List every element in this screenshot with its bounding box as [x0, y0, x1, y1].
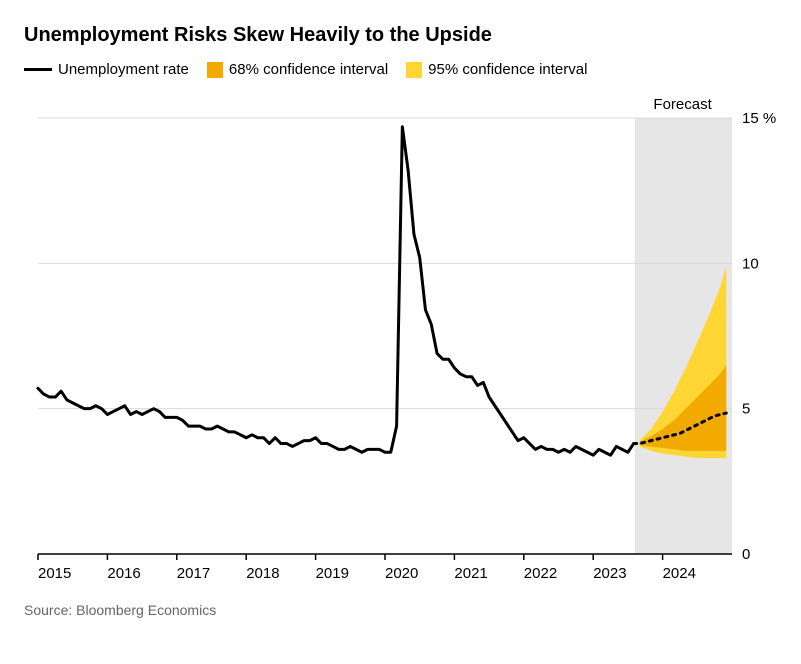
svg-text:2023: 2023	[593, 565, 626, 582]
chart-area: Forecast 0 5 10 15 % 2015 2016 2017 2018 2019 202…	[24, 88, 777, 588]
forecast-label: Forecast	[653, 96, 711, 113]
legend-ci68-label: 68% confidence interval	[229, 61, 388, 78]
svg-text:2017: 2017	[177, 565, 210, 582]
svg-text:2015: 2015	[38, 565, 71, 582]
svg-text:2018: 2018	[246, 565, 279, 582]
svg-text:2024: 2024	[663, 565, 696, 582]
svg-text:2021: 2021	[454, 565, 487, 582]
legend-ci95-label: 95% confidence interval	[428, 61, 587, 78]
legend-item-ci95: 95% confidence interval	[406, 61, 587, 78]
svg-text:2022: 2022	[524, 565, 557, 582]
legend-line-label: Unemployment rate	[58, 61, 189, 78]
legend-item-ci68: 68% confidence interval	[207, 61, 388, 78]
svg-text:2016: 2016	[107, 565, 140, 582]
legend-line-swatch	[24, 68, 52, 71]
legend-ci95-swatch	[406, 62, 422, 78]
source-text: Source: Bloomberg Economics	[24, 602, 777, 618]
legend-ci68-swatch	[207, 62, 223, 78]
legend-item-line: Unemployment rate	[24, 61, 189, 78]
svg-text:2019: 2019	[316, 565, 349, 582]
svg-text:10: 10	[742, 255, 759, 272]
legend: Unemployment rate 68% confidence interva…	[24, 61, 777, 78]
chart-title: Unemployment Risks Skew Heavily to the U…	[24, 24, 777, 47]
chart-svg: 0 5 10 15 % 2015 2016 2017 2018 2019 2020 2021 2022…	[24, 88, 777, 588]
svg-text:15 %: 15 %	[742, 110, 776, 127]
svg-text:2020: 2020	[385, 565, 418, 582]
svg-text:0: 0	[742, 546, 750, 563]
svg-text:5: 5	[742, 401, 750, 418]
